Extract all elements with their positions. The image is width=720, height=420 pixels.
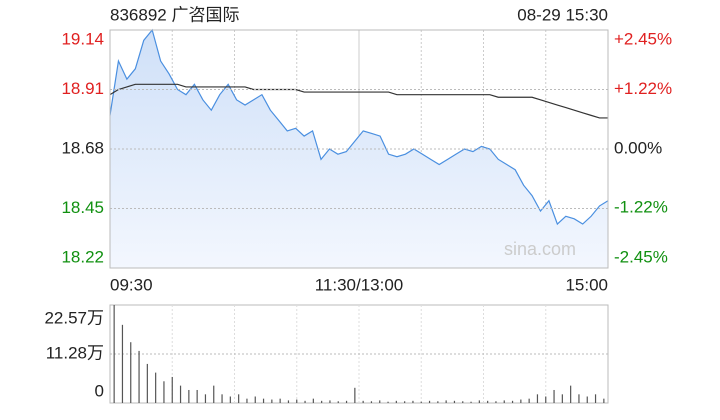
y-tick-label: 0	[95, 381, 104, 400]
y-tick-label: 18.68	[61, 138, 104, 157]
x-tick-label: 11:30/13:00	[315, 275, 404, 294]
x-tick-label: 09:30	[110, 275, 153, 294]
y-tick-label: 18.22	[61, 247, 104, 266]
y-tick-label: 22.57万	[44, 308, 104, 327]
y2-tick-label: +2.45%	[614, 29, 672, 48]
stock-title: 836892 广咨国际	[110, 5, 239, 24]
timestamp: 08-29 15:30	[517, 5, 608, 24]
plot-border	[109, 29, 609, 269]
y2-tick-label: -2.45%	[614, 247, 668, 266]
y-tick-label: 18.91	[61, 79, 104, 98]
y-tick-label: 18.45	[61, 198, 104, 217]
price-line	[109, 28, 609, 226]
x-tick-label: 15:00	[565, 275, 608, 294]
y2-tick-label: -1.22%	[614, 198, 668, 217]
y2-tick-label: +1.22%	[614, 79, 672, 98]
average-line	[109, 83, 608, 119]
y2-tick-label: 0.00%	[614, 138, 662, 157]
watermark: sina.com	[504, 239, 576, 259]
y-tick-label: 11.28万	[46, 344, 104, 363]
y-tick-label: 19.14	[61, 29, 104, 48]
